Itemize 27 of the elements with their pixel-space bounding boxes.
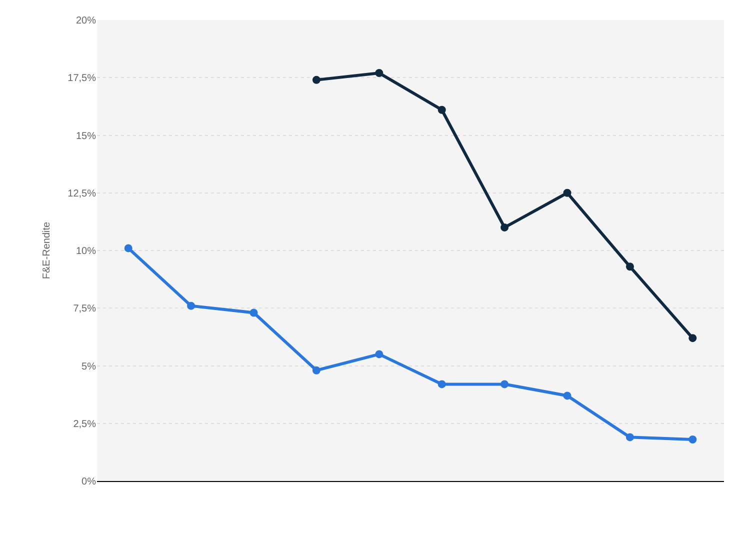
y-tick-label: 17,5% bbox=[68, 73, 96, 84]
point bbox=[563, 392, 572, 400]
y-tick-label: 2,5% bbox=[73, 418, 96, 430]
y-tick-label: 20% bbox=[76, 16, 96, 26]
y-tick-label: 0% bbox=[82, 476, 96, 488]
point bbox=[438, 106, 446, 114]
point bbox=[563, 188, 572, 197]
point bbox=[124, 244, 132, 252]
point bbox=[626, 433, 634, 442]
y-tick-label: 12,5% bbox=[68, 188, 96, 200]
point bbox=[500, 380, 509, 388]
y-axis-title: F&E-Rendite bbox=[42, 221, 53, 280]
point bbox=[250, 308, 258, 317]
point bbox=[626, 262, 634, 271]
y-tick-label: 15% bbox=[76, 130, 96, 142]
y-tick-label: 7,5% bbox=[73, 304, 96, 315]
y-tick-label: 5% bbox=[82, 361, 96, 372]
point bbox=[500, 223, 509, 232]
point bbox=[375, 350, 384, 358]
point bbox=[187, 302, 196, 310]
point bbox=[438, 380, 446, 388]
point bbox=[688, 334, 697, 342]
point bbox=[688, 436, 697, 444]
y-tick-label: 10% bbox=[76, 246, 96, 257]
point bbox=[375, 69, 384, 78]
point bbox=[312, 366, 320, 374]
point bbox=[312, 76, 320, 84]
